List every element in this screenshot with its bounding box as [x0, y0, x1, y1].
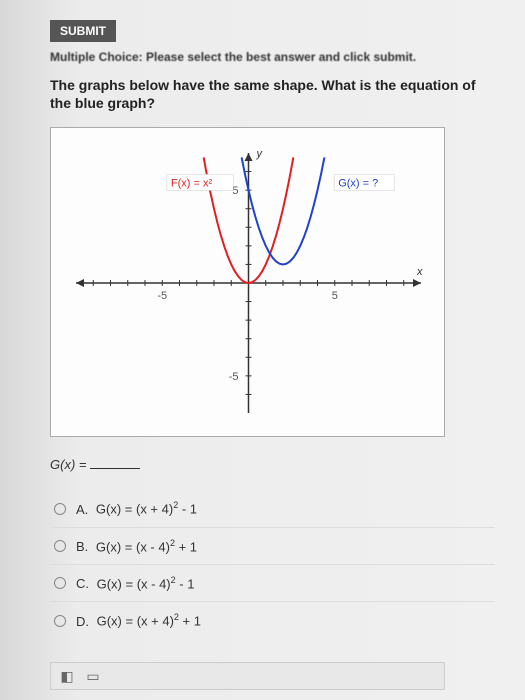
radio-icon[interactable] [54, 577, 66, 589]
option-label: A. G(x) = (x + 4)2 - 1 [76, 500, 197, 516]
radio-icon[interactable] [54, 615, 66, 627]
svg-text:x: x [416, 266, 423, 278]
graph-container: -55-55yxF(x) = x²G(x) = ? [50, 127, 445, 437]
option-label: C. G(x) = (x - 4)2 - 1 [76, 575, 194, 591]
radio-icon[interactable] [54, 503, 66, 515]
option-B[interactable]: B. G(x) = (x - 4)2 + 1 [50, 528, 495, 565]
option-label: D. G(x) = (x + 4)2 + 1 [76, 612, 201, 628]
svg-text:y: y [256, 148, 264, 160]
option-C[interactable]: C. G(x) = (x - 4)2 - 1 [50, 565, 495, 602]
option-label: B. G(x) = (x - 4)2 + 1 [76, 538, 197, 554]
svg-text:G(x) = ?: G(x) = ? [338, 178, 378, 190]
svg-text:-5: -5 [229, 371, 239, 383]
tool-icon-left[interactable]: ◧ [57, 667, 77, 685]
option-D[interactable]: D. G(x) = (x + 4)2 + 1 [50, 602, 495, 638]
graph-svg: -55-55yxF(x) = x²G(x) = ? [51, 128, 446, 438]
svg-text:F(x) = x²: F(x) = x² [171, 178, 213, 190]
submit-button[interactable]: SUBMIT [50, 20, 116, 42]
svg-text:-5: -5 [157, 290, 167, 302]
option-A[interactable]: A. G(x) = (x + 4)2 - 1 [50, 490, 495, 527]
instruction-text: Multiple Choice: Please select the best … [50, 50, 495, 64]
answer-prompt: G(x) = [50, 457, 495, 472]
question-text: The graphs below have the same shape. Wh… [50, 76, 495, 112]
answer-blank [90, 468, 140, 469]
bottom-toolbar: ◧ ▭ [50, 662, 445, 690]
prompt-prefix: G(x) = [50, 457, 90, 472]
tool-icon-mid[interactable]: ▭ [83, 667, 103, 685]
radio-icon[interactable] [54, 540, 66, 552]
svg-text:5: 5 [332, 290, 338, 302]
options-list: A. G(x) = (x + 4)2 - 1 B. G(x) = (x - 4)2… [50, 490, 495, 638]
